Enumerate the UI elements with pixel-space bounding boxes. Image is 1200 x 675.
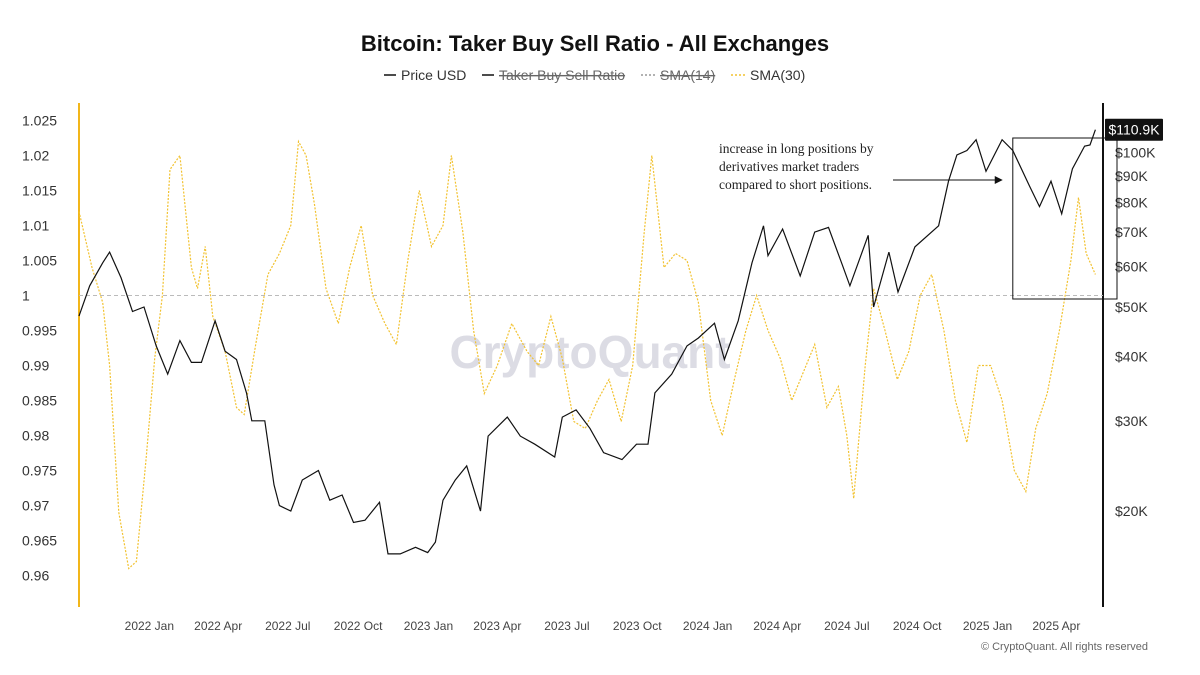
legend-label-price: Price USD bbox=[401, 67, 466, 83]
series-line-price bbox=[78, 129, 1096, 555]
x-tick-label: 2022 Jan bbox=[125, 619, 174, 633]
copyright: © CryptoQuant. All rights reserved bbox=[981, 641, 1148, 653]
annotation-line-3: compared to short positions. bbox=[719, 177, 872, 192]
annotation: increase in long positions by derivative… bbox=[719, 137, 1118, 300]
x-tick-label: 2024 Jan bbox=[683, 619, 732, 633]
right-axis: $100K $90K $80K $70K $60K $50K $40K $30K $20K bbox=[1102, 103, 1156, 607]
x-axis: 2022 Jan 2022 Apr 2022 Jul 2022 Oct 2023 Jan… bbox=[125, 619, 1081, 633]
left-tick-label: 0.99 bbox=[22, 358, 49, 374]
current-price-tag-bg bbox=[1105, 118, 1163, 141]
right-tick-label: $50K bbox=[1115, 299, 1148, 315]
left-tick-label: 1.01 bbox=[22, 218, 49, 234]
current-price-tag: $110.9K bbox=[1105, 118, 1163, 141]
left-tick-label: 1 bbox=[22, 288, 30, 304]
x-tick-label: 2024 Apr bbox=[753, 619, 801, 633]
x-tick-label: 2023 Oct bbox=[613, 619, 662, 633]
x-tick-label: 2023 Jan bbox=[404, 619, 453, 633]
legend-label-sma30: SMA(30) bbox=[750, 67, 805, 83]
left-tick-label: 0.965 bbox=[22, 533, 57, 549]
x-tick-label: 2024 Oct bbox=[893, 619, 942, 633]
left-tick-label: 0.97 bbox=[22, 498, 49, 514]
chart-title: Bitcoin: Taker Buy Sell Ratio - All Exch… bbox=[361, 31, 829, 56]
right-tick-label: $80K bbox=[1115, 194, 1148, 210]
left-tick-label: 0.975 bbox=[22, 463, 57, 479]
left-tick-label: 1.025 bbox=[22, 113, 57, 129]
x-tick-label: 2025 Jan bbox=[963, 619, 1012, 633]
legend-label-sma14: SMA(14) bbox=[660, 67, 715, 83]
left-tick-label: 0.995 bbox=[22, 323, 57, 339]
legend-item-sma30[interactable]: SMA(30) bbox=[731, 67, 805, 83]
annotation-box bbox=[1012, 137, 1118, 300]
annotation-arrowhead bbox=[994, 176, 1003, 184]
watermark: CryptoQuant bbox=[449, 326, 730, 378]
right-tick-label: $30K bbox=[1115, 413, 1148, 429]
x-tick-label: 2022 Oct bbox=[334, 619, 383, 633]
right-tick-label: $90K bbox=[1115, 168, 1148, 184]
legend-label-taker-ratio: Taker Buy Sell Ratio bbox=[499, 67, 625, 83]
left-tick-label: 0.98 bbox=[22, 428, 49, 444]
x-tick-label: 2023 Apr bbox=[473, 619, 521, 633]
left-tick-label: 1.02 bbox=[22, 148, 49, 164]
left-tick-label: 1.005 bbox=[22, 253, 57, 269]
right-tick-label: $60K bbox=[1115, 258, 1148, 274]
annotation-line-1: increase in long positions by bbox=[719, 141, 874, 156]
annotation-line-2: derivatives market traders bbox=[719, 159, 859, 174]
legend-item-price[interactable]: Price USD bbox=[384, 67, 466, 83]
x-tick-label: 2022 Apr bbox=[194, 619, 242, 633]
right-tick-label: $70K bbox=[1115, 224, 1148, 240]
x-tick-label: 2024 Jul bbox=[824, 619, 869, 633]
left-tick-label: 0.96 bbox=[22, 568, 49, 584]
left-tick-label: 0.985 bbox=[22, 393, 57, 409]
right-tick-label: $20K bbox=[1115, 503, 1148, 519]
left-tick-label: 1.015 bbox=[22, 183, 57, 199]
x-tick-label: 2022 Jul bbox=[265, 619, 310, 633]
legend-item-sma14[interactable]: SMA(14) bbox=[641, 67, 715, 83]
current-price-label: $110.9K bbox=[1108, 122, 1160, 138]
right-tick-label: $40K bbox=[1115, 349, 1148, 365]
right-tick-label: $100K bbox=[1115, 145, 1156, 161]
legend: Price USD Taker Buy Sell Ratio SMA(14) S… bbox=[384, 67, 805, 83]
x-tick-label: 2023 Jul bbox=[544, 619, 589, 633]
x-tick-label: 2025 Apr bbox=[1032, 619, 1080, 633]
left-axis: 1.025 1.02 1.015 1.01 1.005 1 0.995 0.99 0.985 0.… bbox=[22, 103, 80, 607]
legend-item-taker-ratio[interactable]: Taker Buy Sell Ratio bbox=[482, 67, 625, 83]
